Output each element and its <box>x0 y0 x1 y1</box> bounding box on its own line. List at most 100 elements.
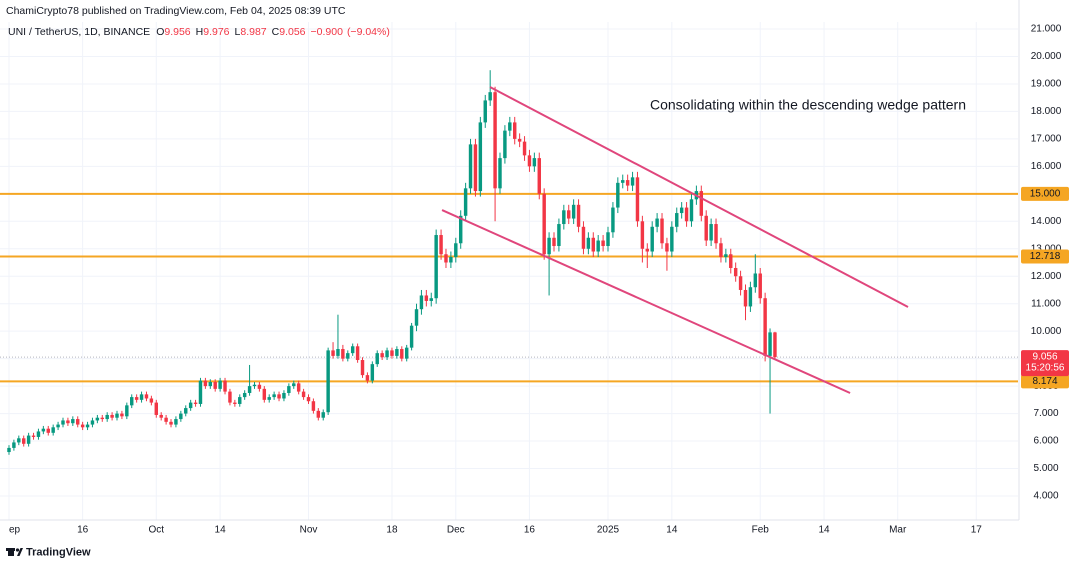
candle-body <box>56 424 60 428</box>
candle-body <box>17 438 21 443</box>
candle-body <box>139 394 144 400</box>
candle-body <box>267 397 271 400</box>
x-tick-label: Mar <box>889 525 907 536</box>
x-tick-label: 17 <box>971 525 983 536</box>
level-label: 8.174 <box>1032 376 1057 387</box>
candle-body <box>454 243 458 258</box>
candle-body <box>576 204 581 227</box>
countdown: 15:20:56 <box>1026 363 1065 374</box>
candle-body <box>311 401 316 411</box>
candle-body <box>120 413 124 417</box>
level-label: 12.718 <box>1030 251 1061 262</box>
candle-body <box>581 226 586 249</box>
level-label: 15.000 <box>1030 188 1061 199</box>
candle-body <box>238 397 242 404</box>
candle-body <box>365 375 370 381</box>
x-tick-label: 14 <box>818 525 830 536</box>
candle-body <box>184 408 188 414</box>
y-tick-label: 10.000 <box>1031 326 1062 337</box>
candle-body <box>429 298 433 301</box>
y-tick-label: 7.000 <box>1033 408 1058 419</box>
y-tick-label: 17.000 <box>1031 134 1062 145</box>
candle-body <box>773 332 777 358</box>
candle-body <box>743 289 748 307</box>
legend-change: −0.900 <box>311 26 344 38</box>
y-tick-label: 12.000 <box>1031 271 1062 282</box>
y-tick-label: 5.000 <box>1033 463 1058 474</box>
candle-body <box>370 364 375 381</box>
x-tick-label: Nov <box>300 525 318 536</box>
candle-body <box>635 177 640 222</box>
candle-body <box>517 138 522 142</box>
candle-body <box>724 254 728 258</box>
candle-body <box>503 130 507 159</box>
y-tick-label: 11.000 <box>1031 298 1061 309</box>
candle-body <box>488 92 492 101</box>
candle-body <box>262 388 267 400</box>
candle-body <box>193 402 198 404</box>
candle-body <box>670 226 674 252</box>
candle-body <box>390 350 394 356</box>
candle-body <box>611 207 615 233</box>
candle-body <box>704 215 708 241</box>
candle-body <box>282 392 286 399</box>
candle-body <box>233 402 237 404</box>
candle-body <box>272 394 276 398</box>
candle-body <box>414 309 419 326</box>
candle-body <box>601 240 605 247</box>
x-tick-label: Feb <box>752 525 770 536</box>
candle-body <box>85 424 90 428</box>
logo-dot <box>15 548 20 552</box>
logo-bar <box>8 548 14 556</box>
level-label-box <box>1021 249 1069 264</box>
candle-body <box>395 349 399 356</box>
candle-body <box>144 394 149 399</box>
candle-body <box>257 384 262 389</box>
candle-body <box>616 182 620 208</box>
candle-body <box>306 397 311 402</box>
candle-body <box>375 353 379 365</box>
candle-body <box>542 193 546 255</box>
candle-body <box>21 438 26 444</box>
candle-body <box>537 158 541 194</box>
candle-body <box>242 392 247 398</box>
x-tick-label: 18 <box>386 525 398 536</box>
candle-body <box>316 410 321 418</box>
candle-body <box>61 420 65 425</box>
x-tick-label: 14 <box>666 525 678 536</box>
level-label-box <box>1021 374 1069 389</box>
candle-body <box>738 276 743 290</box>
candle-body <box>522 141 527 156</box>
candle-body <box>66 420 70 424</box>
x-tick-label: 2025 <box>597 525 620 536</box>
legend-key: O <box>156 26 164 38</box>
candle-body <box>198 380 203 404</box>
y-tick-label: 18.000 <box>1031 106 1062 117</box>
candle-body <box>149 398 154 403</box>
candle-body <box>336 349 340 356</box>
candle-body <box>419 295 424 310</box>
candle-body <box>404 347 409 359</box>
candle-body <box>709 224 713 241</box>
candle-body <box>689 199 694 222</box>
candle-body <box>645 248 650 252</box>
candle-body <box>571 204 576 219</box>
y-tick-label: 20.000 <box>1031 51 1062 62</box>
candle-body <box>125 405 129 417</box>
candle-body <box>557 224 561 247</box>
candle-body <box>36 431 41 437</box>
candle-body <box>41 428 46 432</box>
legend-change-pct: (−9.04%) <box>347 26 390 38</box>
candle-body <box>478 122 483 192</box>
candle-body <box>380 353 384 358</box>
x-tick-label: Oct <box>149 525 165 536</box>
candle-body <box>409 325 414 348</box>
candle-body <box>679 207 684 214</box>
x-tick-label: ep <box>9 525 21 536</box>
legend-value: 9.976 <box>203 26 229 38</box>
logo-bar-top <box>6 548 15 551</box>
trend-line <box>489 86 909 308</box>
x-tick-label: Dec <box>447 525 465 536</box>
candle-body <box>228 391 232 403</box>
marks <box>0 70 1018 455</box>
